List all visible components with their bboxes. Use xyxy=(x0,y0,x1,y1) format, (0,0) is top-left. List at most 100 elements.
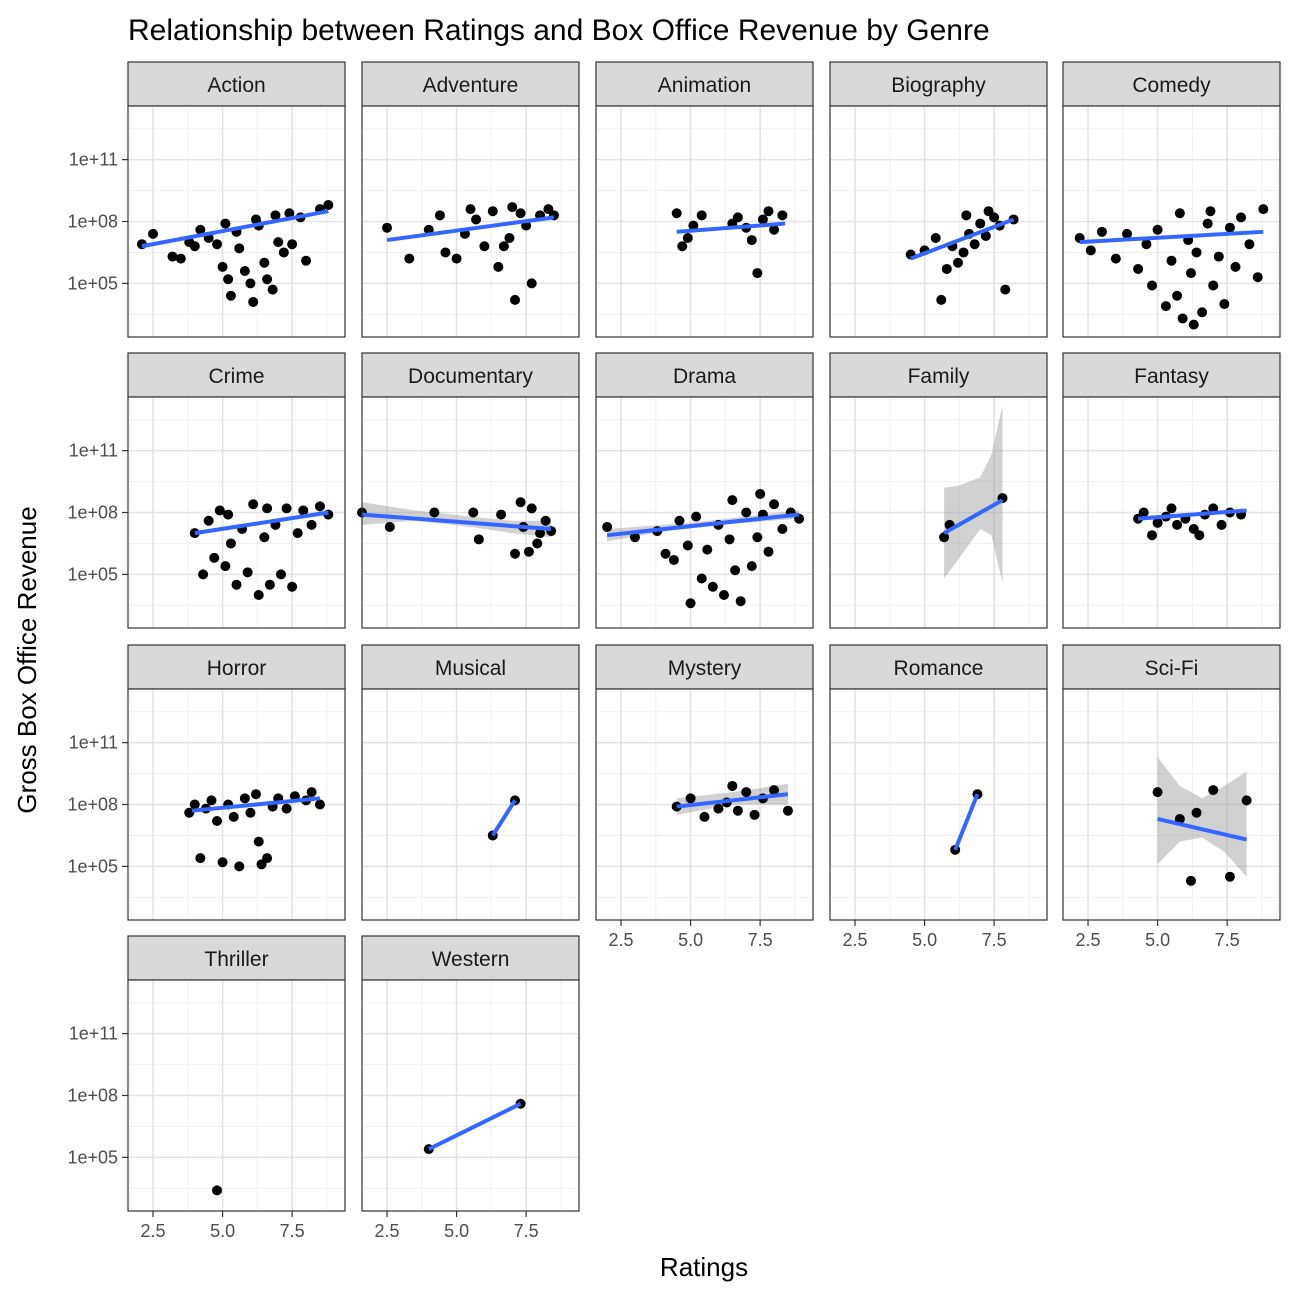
y-tick-label: 1e+08 xyxy=(67,1086,118,1106)
facet-panel-documentary: Documentary xyxy=(357,352,580,629)
data-point xyxy=(526,503,537,514)
trend-line xyxy=(386,215,555,243)
data-point xyxy=(175,253,186,264)
data-point xyxy=(696,573,707,584)
data-point xyxy=(278,247,289,258)
data-point xyxy=(936,294,947,305)
data-point xyxy=(184,807,195,818)
data-point xyxy=(250,214,261,225)
data-point xyxy=(429,507,440,518)
x-tick-label: 7.5 xyxy=(748,930,773,950)
data-point xyxy=(727,495,738,506)
data-point xyxy=(691,511,702,522)
data-point xyxy=(262,503,273,514)
data-point xyxy=(1258,204,1269,215)
data-point xyxy=(1166,255,1177,266)
y-tick-label: 1e+05 xyxy=(67,856,118,876)
trend-line xyxy=(606,512,800,538)
chart-title: Relationship between Ratings and Box Off… xyxy=(128,14,990,47)
data-point xyxy=(504,233,515,243)
trend-line xyxy=(491,799,517,837)
data-point xyxy=(1219,299,1230,309)
data-point xyxy=(707,581,718,592)
data-point xyxy=(763,206,774,217)
data-point xyxy=(287,581,298,592)
facet-strip xyxy=(127,61,346,107)
y-tick-label: 1e+11 xyxy=(69,1024,118,1044)
facet-panel-mystery: Mystery 2.5 5.0 7.5 xyxy=(595,644,814,950)
facet-panel-comedy: Comedy xyxy=(1062,61,1281,338)
data-point xyxy=(1166,503,1177,514)
data-point xyxy=(217,261,228,272)
data-point xyxy=(234,243,245,254)
data-point xyxy=(1172,290,1183,301)
data-point xyxy=(1241,795,1252,806)
data-point xyxy=(1208,280,1219,291)
facet-strip xyxy=(127,352,346,398)
data-point xyxy=(1208,785,1219,796)
data-point xyxy=(1147,280,1158,291)
data-point xyxy=(225,290,236,301)
facet-strip xyxy=(361,352,580,398)
facet-strip-label: Western xyxy=(432,948,510,971)
facet-strip-label: Action xyxy=(207,74,265,97)
data-point xyxy=(952,257,963,268)
facet-strip xyxy=(595,61,814,107)
data-point xyxy=(961,210,972,221)
data-point xyxy=(281,503,292,514)
data-point xyxy=(507,202,518,213)
y-tick-label: 1e+11 xyxy=(69,733,118,753)
facet-strip-label: Comedy xyxy=(1132,74,1211,97)
panel-border xyxy=(1062,396,1281,629)
data-point xyxy=(523,546,534,557)
data-point xyxy=(314,799,325,810)
data-point xyxy=(281,803,292,814)
data-point xyxy=(239,793,250,804)
data-point xyxy=(980,230,991,241)
data-point xyxy=(189,241,200,252)
facet-strip xyxy=(361,61,580,107)
data-point xyxy=(1147,530,1158,541)
x-tick-label: 2.5 xyxy=(1076,930,1101,950)
x-tick-label: 2.5 xyxy=(843,930,868,950)
data-point xyxy=(314,501,325,512)
data-point xyxy=(195,224,206,235)
data-point xyxy=(735,596,746,607)
data-point xyxy=(498,241,509,252)
data-point xyxy=(752,268,763,279)
confidence-band xyxy=(1157,757,1247,877)
facet-strip-label: Horror xyxy=(207,657,267,680)
data-point xyxy=(1224,871,1235,882)
facet-panels: Action 1e+05 1e+08 1e+11 Adventure Animation B… xyxy=(67,61,1281,1241)
trend-line xyxy=(676,221,786,234)
data-point xyxy=(1213,251,1224,262)
facet-panel-action: Action 1e+05 1e+08 1e+11 xyxy=(67,61,346,338)
data-point xyxy=(741,787,752,798)
data-point xyxy=(262,853,273,864)
data-point xyxy=(1174,813,1185,824)
data-point xyxy=(685,793,696,804)
facet-strip xyxy=(127,644,346,690)
panel-border xyxy=(361,688,580,921)
data-point xyxy=(782,805,793,816)
data-point xyxy=(724,534,735,545)
data-point xyxy=(264,579,275,590)
data-point xyxy=(668,554,679,565)
data-point xyxy=(382,222,393,233)
data-point xyxy=(718,590,729,600)
data-point xyxy=(777,524,788,534)
panel-border xyxy=(361,396,580,629)
data-point xyxy=(468,507,479,518)
data-point xyxy=(515,208,526,219)
data-point xyxy=(1185,875,1196,886)
data-point xyxy=(983,206,994,217)
data-point xyxy=(242,567,253,578)
data-point xyxy=(769,785,780,796)
data-point xyxy=(1133,263,1144,274)
facet-strip-label: Crime xyxy=(209,365,265,388)
x-tick-label: 2.5 xyxy=(609,930,634,950)
data-point xyxy=(696,210,707,221)
facet-strip-label: Mystery xyxy=(668,657,742,680)
data-point xyxy=(206,795,217,806)
data-point xyxy=(223,509,234,520)
